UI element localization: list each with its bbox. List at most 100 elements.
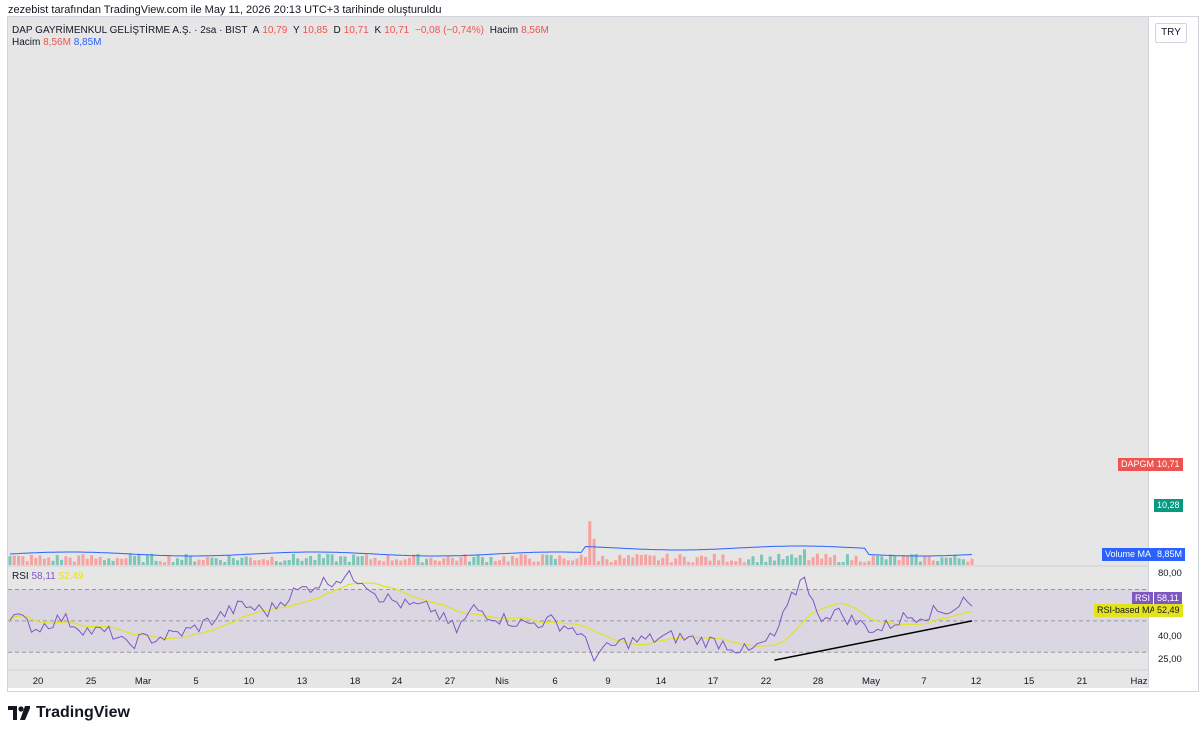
volume-bar [347, 561, 351, 565]
volume-bar [674, 558, 678, 565]
symbol-title[interactable]: DAP GAYRİMENKUL GELİŞTİRME A.Ş. · 2sa · … [12, 25, 248, 36]
date-tick-label: 14 [655, 676, 667, 687]
volume-bar [558, 555, 562, 565]
volume-bar [768, 556, 772, 565]
volume-bar [34, 557, 38, 565]
volume-label: Hacim [489, 25, 519, 36]
volume-bar [137, 554, 141, 565]
volume-bar [236, 560, 240, 565]
volume-bar [498, 560, 502, 565]
volume-bar [214, 558, 218, 565]
volume-bar [480, 557, 484, 565]
volume-bar [29, 554, 33, 565]
volume-bar [541, 554, 545, 565]
volume-bar [94, 558, 98, 565]
volume-bar [798, 554, 802, 565]
volume-bar [918, 561, 922, 565]
volume-bar [468, 561, 472, 565]
volume-bar [296, 558, 300, 565]
volume-bar [725, 561, 729, 565]
volume-row-label[interactable]: Hacim [12, 37, 41, 48]
volume-bar [304, 558, 308, 565]
volume-bar [163, 562, 167, 565]
volume-bar [455, 560, 459, 565]
volume-bar [648, 555, 652, 565]
volume-bar [90, 555, 94, 565]
volume-bar [888, 554, 892, 565]
volume-bar [38, 555, 42, 565]
volume-bar [171, 562, 175, 565]
volume-bar [755, 562, 759, 565]
volume-bar [446, 556, 450, 565]
volume-bar [223, 561, 227, 565]
rsi-legend: RSI 58,11 52,49 [12, 571, 84, 582]
volume-bar [476, 555, 480, 565]
volume-bar [81, 554, 85, 565]
volume-bar [618, 554, 622, 565]
volume-bar [377, 560, 381, 565]
volume-bar [180, 559, 184, 565]
volume-bar [459, 556, 463, 565]
plot-area[interactable] [8, 17, 1148, 688]
volume-bar [867, 560, 871, 565]
volume-bar [588, 521, 592, 565]
volume-bar [601, 555, 605, 565]
volume-bar [416, 553, 420, 565]
volume-bar [579, 554, 583, 565]
volume-bar [188, 555, 192, 565]
volume-bar [575, 558, 579, 565]
tradingview-logo[interactable]: TradingView [8, 704, 130, 722]
volume-bar [914, 553, 918, 565]
volume-bar [644, 554, 648, 565]
volume-bar [764, 561, 768, 565]
rsi-legend-label[interactable]: RSI [12, 571, 29, 582]
volume-bar [807, 560, 811, 565]
volume-bar [227, 555, 231, 565]
volume-bar [77, 555, 81, 565]
volume-bar [777, 553, 781, 565]
volume-bar [785, 556, 789, 565]
volume-bar [944, 557, 948, 565]
date-tick-label: 15 [1023, 676, 1035, 687]
volume-bar [266, 560, 270, 565]
last-price-tag: 10,71 [1154, 458, 1183, 471]
volume-bar [734, 561, 738, 565]
volume-bar [42, 558, 46, 565]
volume-bar [549, 555, 553, 565]
volume-bar [553, 559, 557, 565]
volume-bar [940, 557, 944, 565]
volume-bar [927, 555, 931, 565]
volume-bar [566, 560, 570, 565]
currency-button[interactable]: TRY [1155, 23, 1187, 43]
volume-bar [382, 561, 386, 565]
volume-bar [854, 555, 858, 565]
volume-ma-value-tag: 8,85M [1154, 548, 1186, 561]
volume-bar [708, 560, 712, 565]
volume-bar [545, 554, 549, 565]
volume-bar [25, 561, 29, 565]
volume-bar [936, 561, 940, 565]
volume-bar [167, 555, 171, 565]
volume-bar [55, 555, 59, 565]
volume-bar [931, 560, 935, 565]
price-axis[interactable] [1148, 17, 1198, 688]
volume-bar [356, 556, 360, 565]
date-tick-label: 24 [391, 676, 403, 687]
rsi-line [9, 569, 973, 663]
volume-bar [880, 556, 884, 565]
volume-bar [425, 558, 429, 565]
volume-bar [953, 554, 957, 565]
volume-bar [583, 557, 587, 565]
date-tick-label: 21 [1076, 676, 1088, 687]
volume-bar [923, 555, 927, 565]
volume-bar [841, 562, 845, 565]
volume-bar [966, 561, 970, 565]
volume-bar [510, 555, 514, 565]
date-tick-label: 20 [32, 676, 44, 687]
volume-bar [970, 558, 974, 565]
high-label: Y [292, 25, 300, 36]
volume-bar [330, 554, 334, 565]
volume-bar [871, 555, 875, 565]
volume-bar [395, 559, 399, 565]
